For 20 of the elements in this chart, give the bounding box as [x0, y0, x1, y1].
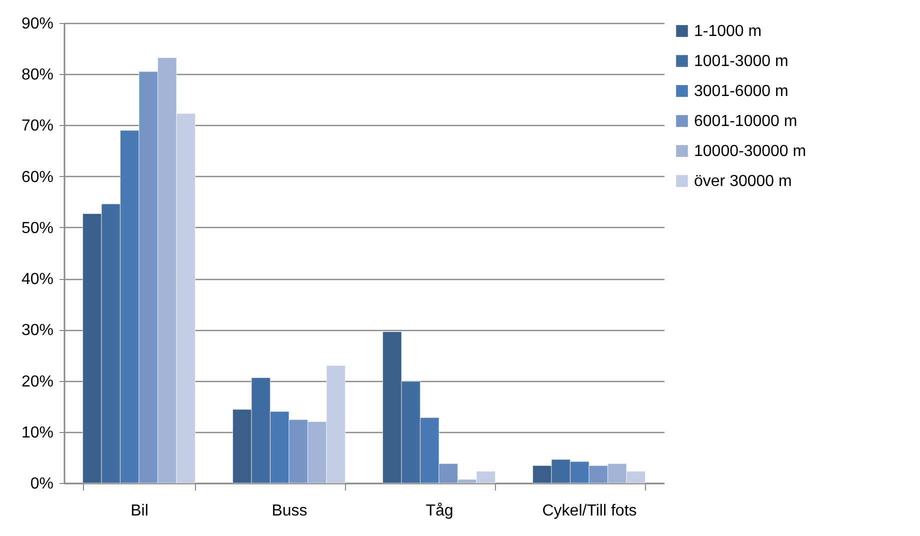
x-tick-label: Bil [130, 502, 148, 520]
y-tick-label: 20% [21, 373, 54, 390]
y-tick-label: 0% [30, 476, 54, 492]
y-tick-label: 80% [21, 66, 54, 84]
y-tick-label: 40% [21, 271, 54, 288]
legend-label: 10000-30000 m [694, 143, 806, 160]
y-tick-label: 10% [21, 424, 54, 442]
x-tick-label: Cykel/Till fots [542, 502, 637, 520]
legend-label: 3001-6000 m [694, 83, 788, 100]
y-tick-label: 30% [21, 322, 54, 340]
y-tick-label: 60% [21, 168, 54, 186]
y-tick-label: 70% [21, 118, 54, 135]
x-tick-label: Buss [272, 502, 308, 520]
y-tick-label: 50% [21, 220, 54, 237]
x-tick-label: Tåg [426, 502, 454, 520]
y-tick-label: 90% [21, 16, 54, 32]
legend-label: 1001-3000 m [694, 53, 788, 70]
legend-label: över 30000 m [694, 173, 792, 190]
legend-label: 6001-10000 m [694, 113, 798, 130]
legend-label: 1-1000 m [694, 23, 762, 40]
